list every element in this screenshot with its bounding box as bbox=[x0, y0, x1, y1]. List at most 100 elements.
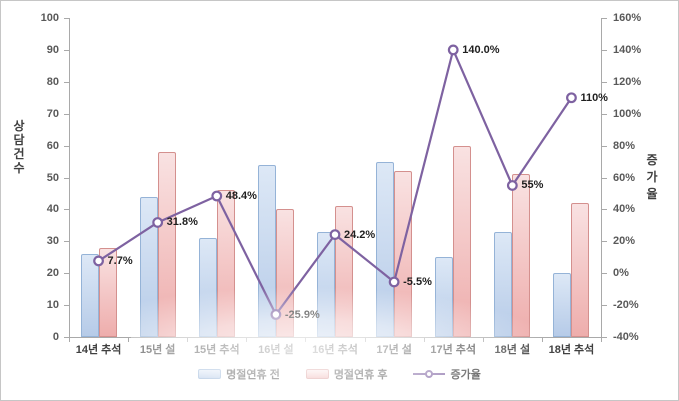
left-axis-title: 상 담 건 수 bbox=[13, 119, 25, 175]
right-axis-line bbox=[601, 18, 602, 337]
right-tick-mark bbox=[602, 81, 607, 83]
left-tick-mark bbox=[64, 273, 69, 275]
bar-after-holiday bbox=[335, 206, 353, 337]
growth-rate-data-label: 7.7% bbox=[107, 254, 133, 267]
right-tick-mark bbox=[602, 241, 607, 243]
bar-after-holiday bbox=[571, 203, 590, 337]
left-tick-mark bbox=[64, 81, 69, 83]
x-axis-tick-mark bbox=[69, 338, 70, 342]
right-tick-mark bbox=[602, 145, 607, 147]
left-axis-tick-label: 90 bbox=[46, 43, 59, 56]
left-axis-tick-label: 30 bbox=[46, 235, 59, 248]
x-axis-tick-mark bbox=[128, 338, 130, 342]
bar-after-holiday bbox=[394, 171, 413, 337]
bottom-axis-line bbox=[69, 337, 602, 338]
right-axis-tick-label: 80% bbox=[613, 139, 636, 152]
left-tick-mark bbox=[64, 18, 69, 19]
x-axis-tick-mark bbox=[364, 338, 366, 342]
x-axis-tick-mark bbox=[601, 338, 602, 342]
right-axis-tick-label: -20% bbox=[613, 299, 639, 312]
bar-after-holiday bbox=[216, 190, 235, 337]
left-axis-tick-label: 80 bbox=[46, 75, 59, 88]
left-axis-tick-label: 0 bbox=[52, 331, 59, 343]
bar-before-holiday bbox=[198, 238, 217, 337]
left-tick-mark bbox=[64, 177, 69, 179]
legend: 명절연휴 전 명절연휴 후 증가율 bbox=[1, 362, 678, 386]
growth-rate-data-label: 31.8% bbox=[166, 216, 198, 229]
bar-before-holiday bbox=[494, 231, 513, 337]
right-axis-tick-label: 100% bbox=[613, 107, 642, 120]
legend-label: 증가율 bbox=[450, 369, 481, 381]
bar-before-holiday bbox=[139, 196, 158, 337]
left-axis-tick-label: 40 bbox=[46, 203, 59, 216]
left-tick-mark bbox=[64, 113, 69, 115]
legend-line-marker bbox=[413, 369, 446, 379]
line-marker bbox=[566, 92, 577, 104]
x-axis-category-label: 17년 추석 bbox=[430, 344, 477, 356]
left-tick-mark bbox=[64, 241, 69, 243]
x-axis-tick-mark bbox=[246, 338, 248, 342]
right-tick-mark bbox=[602, 209, 607, 211]
legend-item: 증가율 bbox=[413, 366, 481, 382]
x-axis-category-label: 15년 설 bbox=[139, 344, 176, 356]
legend-line-dot bbox=[425, 370, 434, 378]
x-axis-tick-mark bbox=[541, 338, 543, 342]
legend-label: 명절연휴 전 bbox=[226, 369, 280, 381]
growth-rate-data-label: 55% bbox=[521, 179, 544, 192]
right-tick-mark bbox=[602, 337, 607, 338]
bar-before-holiday bbox=[376, 161, 395, 337]
legend-swatch-after bbox=[305, 369, 329, 379]
bar-before-holiday bbox=[317, 231, 335, 337]
left-axis-line bbox=[69, 18, 70, 337]
bar-before-holiday bbox=[257, 164, 276, 337]
x-axis-category-label: 16년 설 bbox=[258, 344, 294, 356]
right-axis-title: 증 가 율 bbox=[646, 153, 658, 201]
legend-item: 명절연휴 전 bbox=[198, 366, 280, 382]
right-tick-mark bbox=[602, 305, 607, 307]
bar-after-holiday bbox=[512, 174, 531, 337]
left-tick-mark bbox=[64, 49, 69, 51]
left-axis-tick-label: 10 bbox=[46, 299, 59, 312]
right-axis-tick-label: 140% bbox=[613, 43, 642, 56]
right-axis-tick-label: 40% bbox=[613, 203, 636, 216]
x-axis-category-label: 16년 추석 bbox=[312, 344, 358, 356]
right-tick-mark bbox=[602, 273, 607, 275]
growth-rate-data-label: -25.9% bbox=[284, 308, 320, 321]
bar-before-holiday bbox=[435, 257, 454, 337]
x-axis-tick-mark bbox=[482, 338, 484, 342]
x-axis-category-label: 15년 추석 bbox=[193, 344, 240, 356]
left-axis-tick-label: 70 bbox=[46, 107, 59, 120]
right-axis-tick-label: 120% bbox=[613, 75, 642, 88]
x-axis-tick-mark bbox=[423, 338, 425, 342]
left-tick-mark bbox=[64, 145, 69, 147]
x-axis-category-label: 18년 설 bbox=[494, 344, 531, 356]
bar-after-holiday bbox=[157, 151, 176, 337]
bar-before-holiday bbox=[553, 273, 572, 337]
legend-item: 명절연휴 후 bbox=[305, 366, 388, 382]
right-axis-tick-label: -40% bbox=[613, 331, 639, 343]
x-axis-tick-mark bbox=[305, 338, 307, 342]
right-tick-mark bbox=[602, 49, 607, 51]
growth-rate-data-label: 48.4% bbox=[225, 190, 257, 202]
bar-after-holiday bbox=[453, 145, 472, 337]
left-axis-tick-label: 50 bbox=[46, 171, 59, 184]
right-tick-mark bbox=[602, 18, 607, 19]
left-axis-tick-label: 20 bbox=[46, 267, 59, 280]
right-axis-tick-label: 0% bbox=[613, 267, 629, 280]
right-axis-tick-label: 20% bbox=[613, 235, 636, 248]
right-tick-mark bbox=[602, 177, 607, 179]
x-axis-category-label: 18년 추석 bbox=[548, 344, 595, 356]
right-axis-tick-label: 160% bbox=[613, 12, 642, 24]
x-axis-category-label: 14년 추석 bbox=[75, 344, 122, 356]
line-marker bbox=[447, 44, 459, 56]
left-tick-mark bbox=[64, 209, 69, 211]
left-axis-tick-label: 60 bbox=[46, 139, 59, 152]
left-tick-mark bbox=[64, 305, 69, 307]
legend-label: 명절연휴 후 bbox=[333, 369, 388, 381]
right-tick-mark bbox=[602, 113, 607, 115]
right-axis-tick-label: 60% bbox=[613, 171, 636, 184]
x-axis-category-label: 17년 설 bbox=[376, 344, 412, 356]
left-axis-tick-label: 100 bbox=[40, 12, 59, 24]
